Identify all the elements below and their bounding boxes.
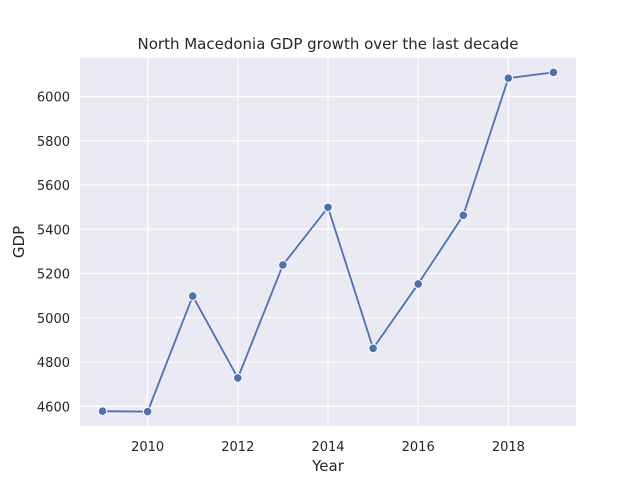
y-axis-label: GDP	[10, 226, 28, 258]
grid-lines	[80, 58, 576, 426]
x-tick-label: 2012	[221, 440, 254, 455]
data-point	[548, 67, 559, 78]
y-tick-label: 4600	[37, 400, 70, 415]
y-tick-label: 5000	[37, 312, 70, 327]
chart-title: North Macedonia GDP growth over the last…	[138, 35, 519, 53]
y-tick-label: 5400	[37, 223, 70, 238]
data-point	[368, 343, 378, 354]
data-point	[187, 291, 198, 301]
tick-labels: 2010 2012 2014 2016 2018 4600 4800 5000 5200 5400…	[37, 91, 525, 455]
data-point	[413, 279, 423, 289]
data-point	[97, 406, 108, 416]
x-tick-label: 2018	[492, 440, 525, 455]
data-point	[142, 406, 153, 417]
y-tick-label: 4800	[37, 356, 70, 371]
data-point	[458, 210, 469, 221]
y-tick-label: 6000	[37, 91, 70, 106]
y-tick-label: 5800	[37, 135, 70, 150]
data-series	[97, 67, 559, 417]
x-tick-label: 2010	[131, 440, 164, 455]
x-tick-label: 2014	[311, 440, 344, 455]
data-point	[503, 73, 514, 83]
y-tick-label: 5600	[37, 179, 70, 194]
y-tick-label: 5200	[37, 268, 70, 283]
data-point	[233, 373, 243, 383]
data-point	[323, 202, 333, 213]
data-point	[278, 260, 288, 270]
x-axis-label: Year	[311, 457, 345, 475]
x-tick-label: 2016	[402, 440, 435, 455]
